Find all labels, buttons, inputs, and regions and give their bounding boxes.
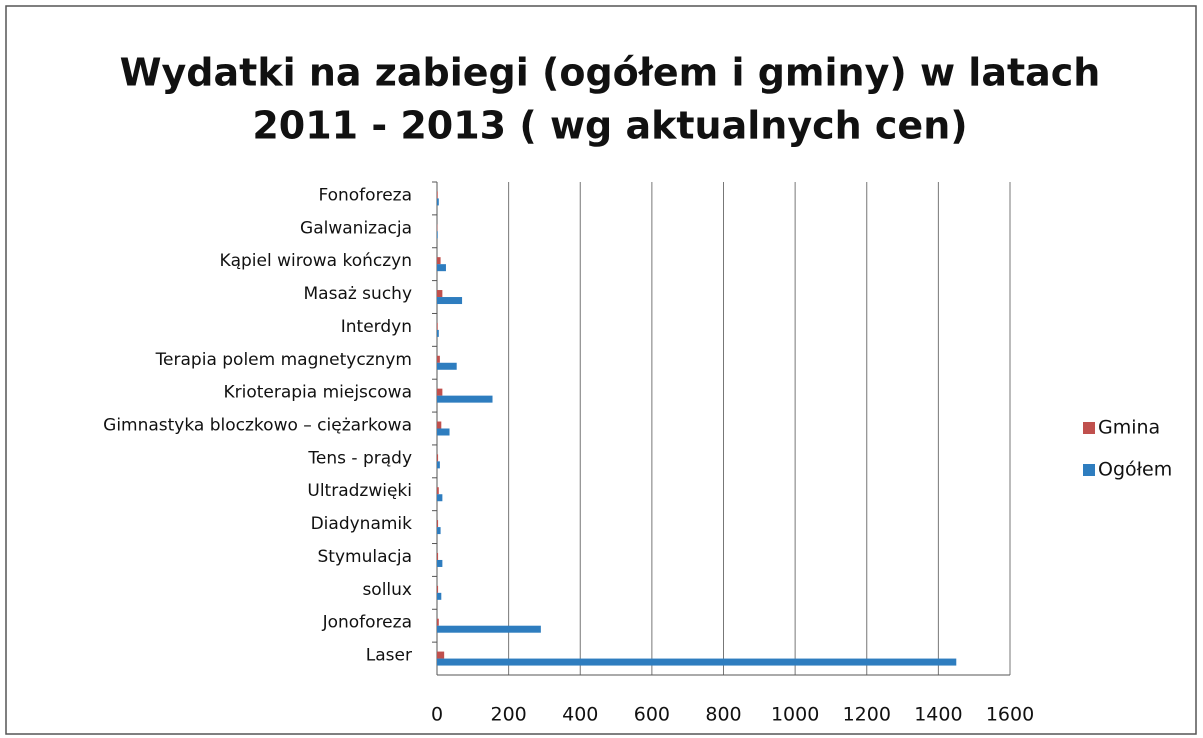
y-tick-label: Ultradzwięki: [307, 481, 412, 501]
y-tick-label: Interdyn: [341, 317, 412, 337]
bar: [437, 297, 463, 305]
bar: [437, 395, 493, 403]
bar: [437, 428, 450, 436]
bar: [437, 461, 440, 469]
bar: [437, 487, 439, 495]
y-tick-label: Terapia polem magnetycznym: [155, 350, 412, 370]
y-tick-label: Diadynamik: [311, 514, 413, 534]
x-tick-label: 0: [431, 704, 443, 726]
bar: [437, 592, 442, 600]
y-tick-label: Tens - prądy: [307, 448, 412, 468]
chart-title: 2011 - 2013 ( wg aktualnych cen): [252, 104, 967, 148]
x-tick-label: 400: [562, 704, 598, 726]
bar: [437, 322, 438, 330]
bar: [437, 421, 442, 429]
bar: [437, 618, 439, 626]
bar: [437, 552, 439, 560]
x-tick-label: 1600: [986, 704, 1034, 726]
bar: [437, 362, 457, 370]
y-tick-label: Laser: [366, 646, 412, 666]
bar: [437, 454, 439, 462]
legend-label: Ogółem: [1098, 459, 1172, 481]
bar: [437, 494, 443, 502]
y-tick-label: Krioterapia miejscowa: [223, 383, 412, 403]
x-tick-label: 1000: [771, 704, 819, 726]
bar: [437, 355, 440, 363]
x-tick-label: 600: [634, 704, 670, 726]
y-tick-label: sollux: [362, 580, 412, 600]
chart-frame: [5, 5, 1197, 735]
bar: [437, 257, 441, 265]
legend-swatch: [1083, 422, 1095, 434]
x-tick-label: 200: [490, 704, 526, 726]
y-tick-label: Kąpiel wirowa kończyn: [219, 251, 412, 271]
bar: [437, 658, 957, 666]
bar: [437, 585, 439, 593]
bar: [437, 388, 443, 396]
bar: [437, 198, 439, 206]
y-tick-label: Jonoforeza: [322, 613, 412, 633]
legend-swatch: [1083, 464, 1095, 476]
bar: [437, 264, 446, 272]
bar: [437, 231, 438, 239]
bar: [437, 527, 441, 535]
bar: [437, 651, 445, 659]
bar: [437, 559, 443, 567]
x-tick-label: 1200: [843, 704, 891, 726]
y-tick-label: Fonoforeza: [318, 185, 412, 205]
bar: [437, 625, 541, 633]
y-tick-label: Stymulacja: [318, 547, 412, 567]
y-tick-label: Galwanizacja: [300, 218, 412, 238]
bar: [437, 290, 443, 298]
bar: [437, 329, 439, 337]
y-tick-label: Gimnastyka bloczkowo – ciężarkowa: [103, 416, 412, 436]
y-tick-label: Masaż suchy: [304, 284, 413, 304]
bar: [437, 191, 438, 199]
bar: [437, 520, 439, 528]
x-tick-label: 800: [705, 704, 741, 726]
x-tick-label: 1400: [914, 704, 962, 726]
chart-title: Wydatki na zabiegi (ogółem i gminy) w la…: [120, 51, 1101, 95]
legend-label: Gmina: [1098, 417, 1160, 439]
